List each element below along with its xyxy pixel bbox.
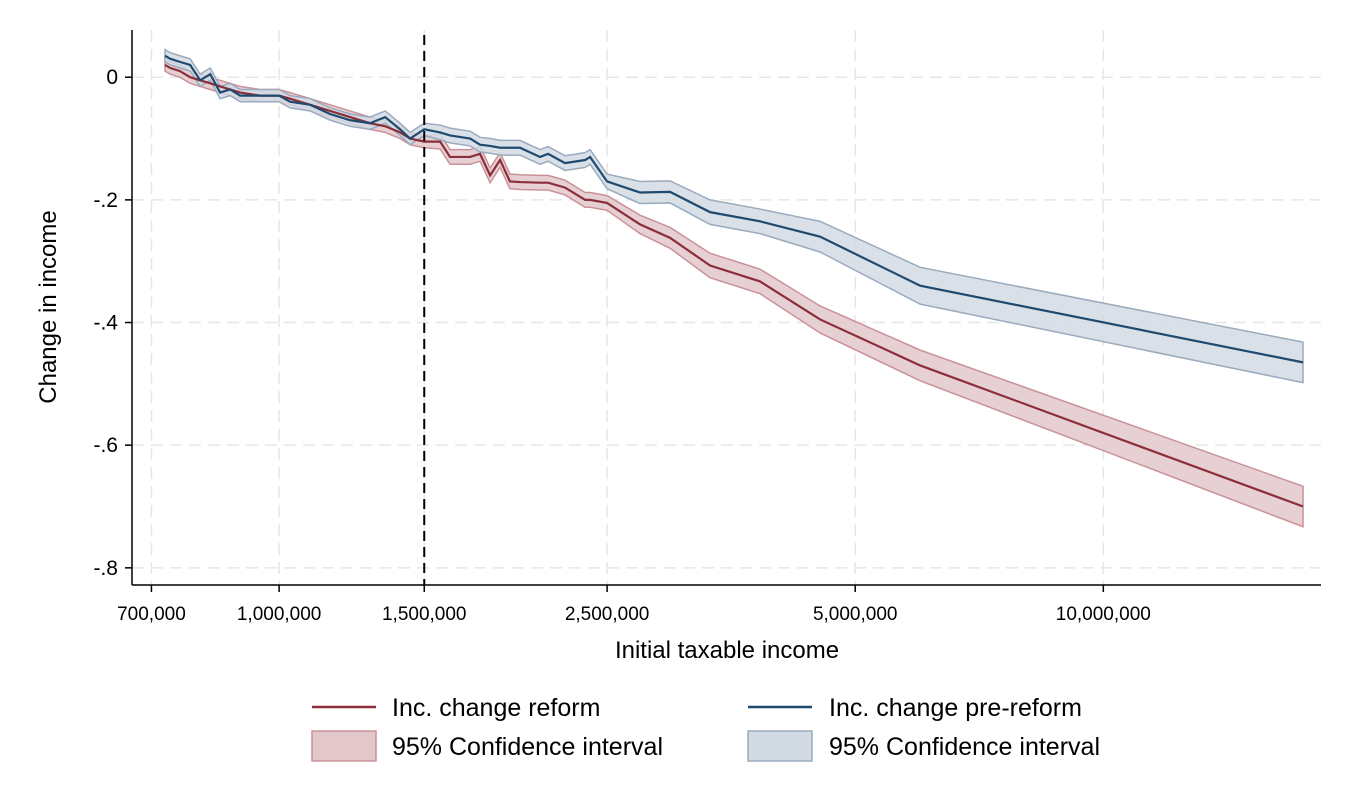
y-axis-label: Change in income — [35, 210, 62, 403]
y-tick-label: -.4 — [93, 312, 118, 335]
grid — [132, 30, 1321, 585]
legend-label-pre-reform: Inc. change pre-reform — [829, 694, 1082, 722]
y-tick-label: -.6 — [93, 434, 118, 457]
x-tick-label: 5,000,000 — [813, 604, 898, 625]
ci-band-0 — [164, 57, 1304, 528]
y-tick-label: 0 — [106, 66, 118, 89]
y-tick-label: -.2 — [93, 189, 118, 212]
x-tick-label: 1,500,000 — [382, 604, 467, 625]
legend-label-reform-ci: 95% Confidence interval — [392, 733, 663, 761]
x-axis-label: Initial taxable income — [615, 637, 839, 664]
legend-swatch-pre-reform-ci — [747, 730, 813, 762]
x-tick-label: 10,000,000 — [1056, 604, 1151, 625]
y-tick-label: -.8 — [93, 557, 118, 580]
confidence-bands — [164, 48, 1304, 528]
legend-label-pre-reform-ci: 95% Confidence interval — [829, 733, 1100, 761]
axes — [125, 30, 1321, 592]
tick-labels: 0 -.2 -.4 -.6 -.8 700,000 1,000,000 1,500,000 2,… — [93, 66, 1150, 625]
series-lines — [164, 54, 1304, 508]
legend-swatch-reform-ci — [311, 730, 377, 762]
x-tick-label: 700,000 — [117, 604, 186, 625]
x-tick-label: 1,000,000 — [237, 604, 322, 625]
legend: Inc. change reform 95% Confidence interv… — [311, 694, 1100, 762]
x-tick-label: 2,500,000 — [565, 604, 650, 625]
legend-label-reform: Inc. change reform — [392, 694, 600, 722]
